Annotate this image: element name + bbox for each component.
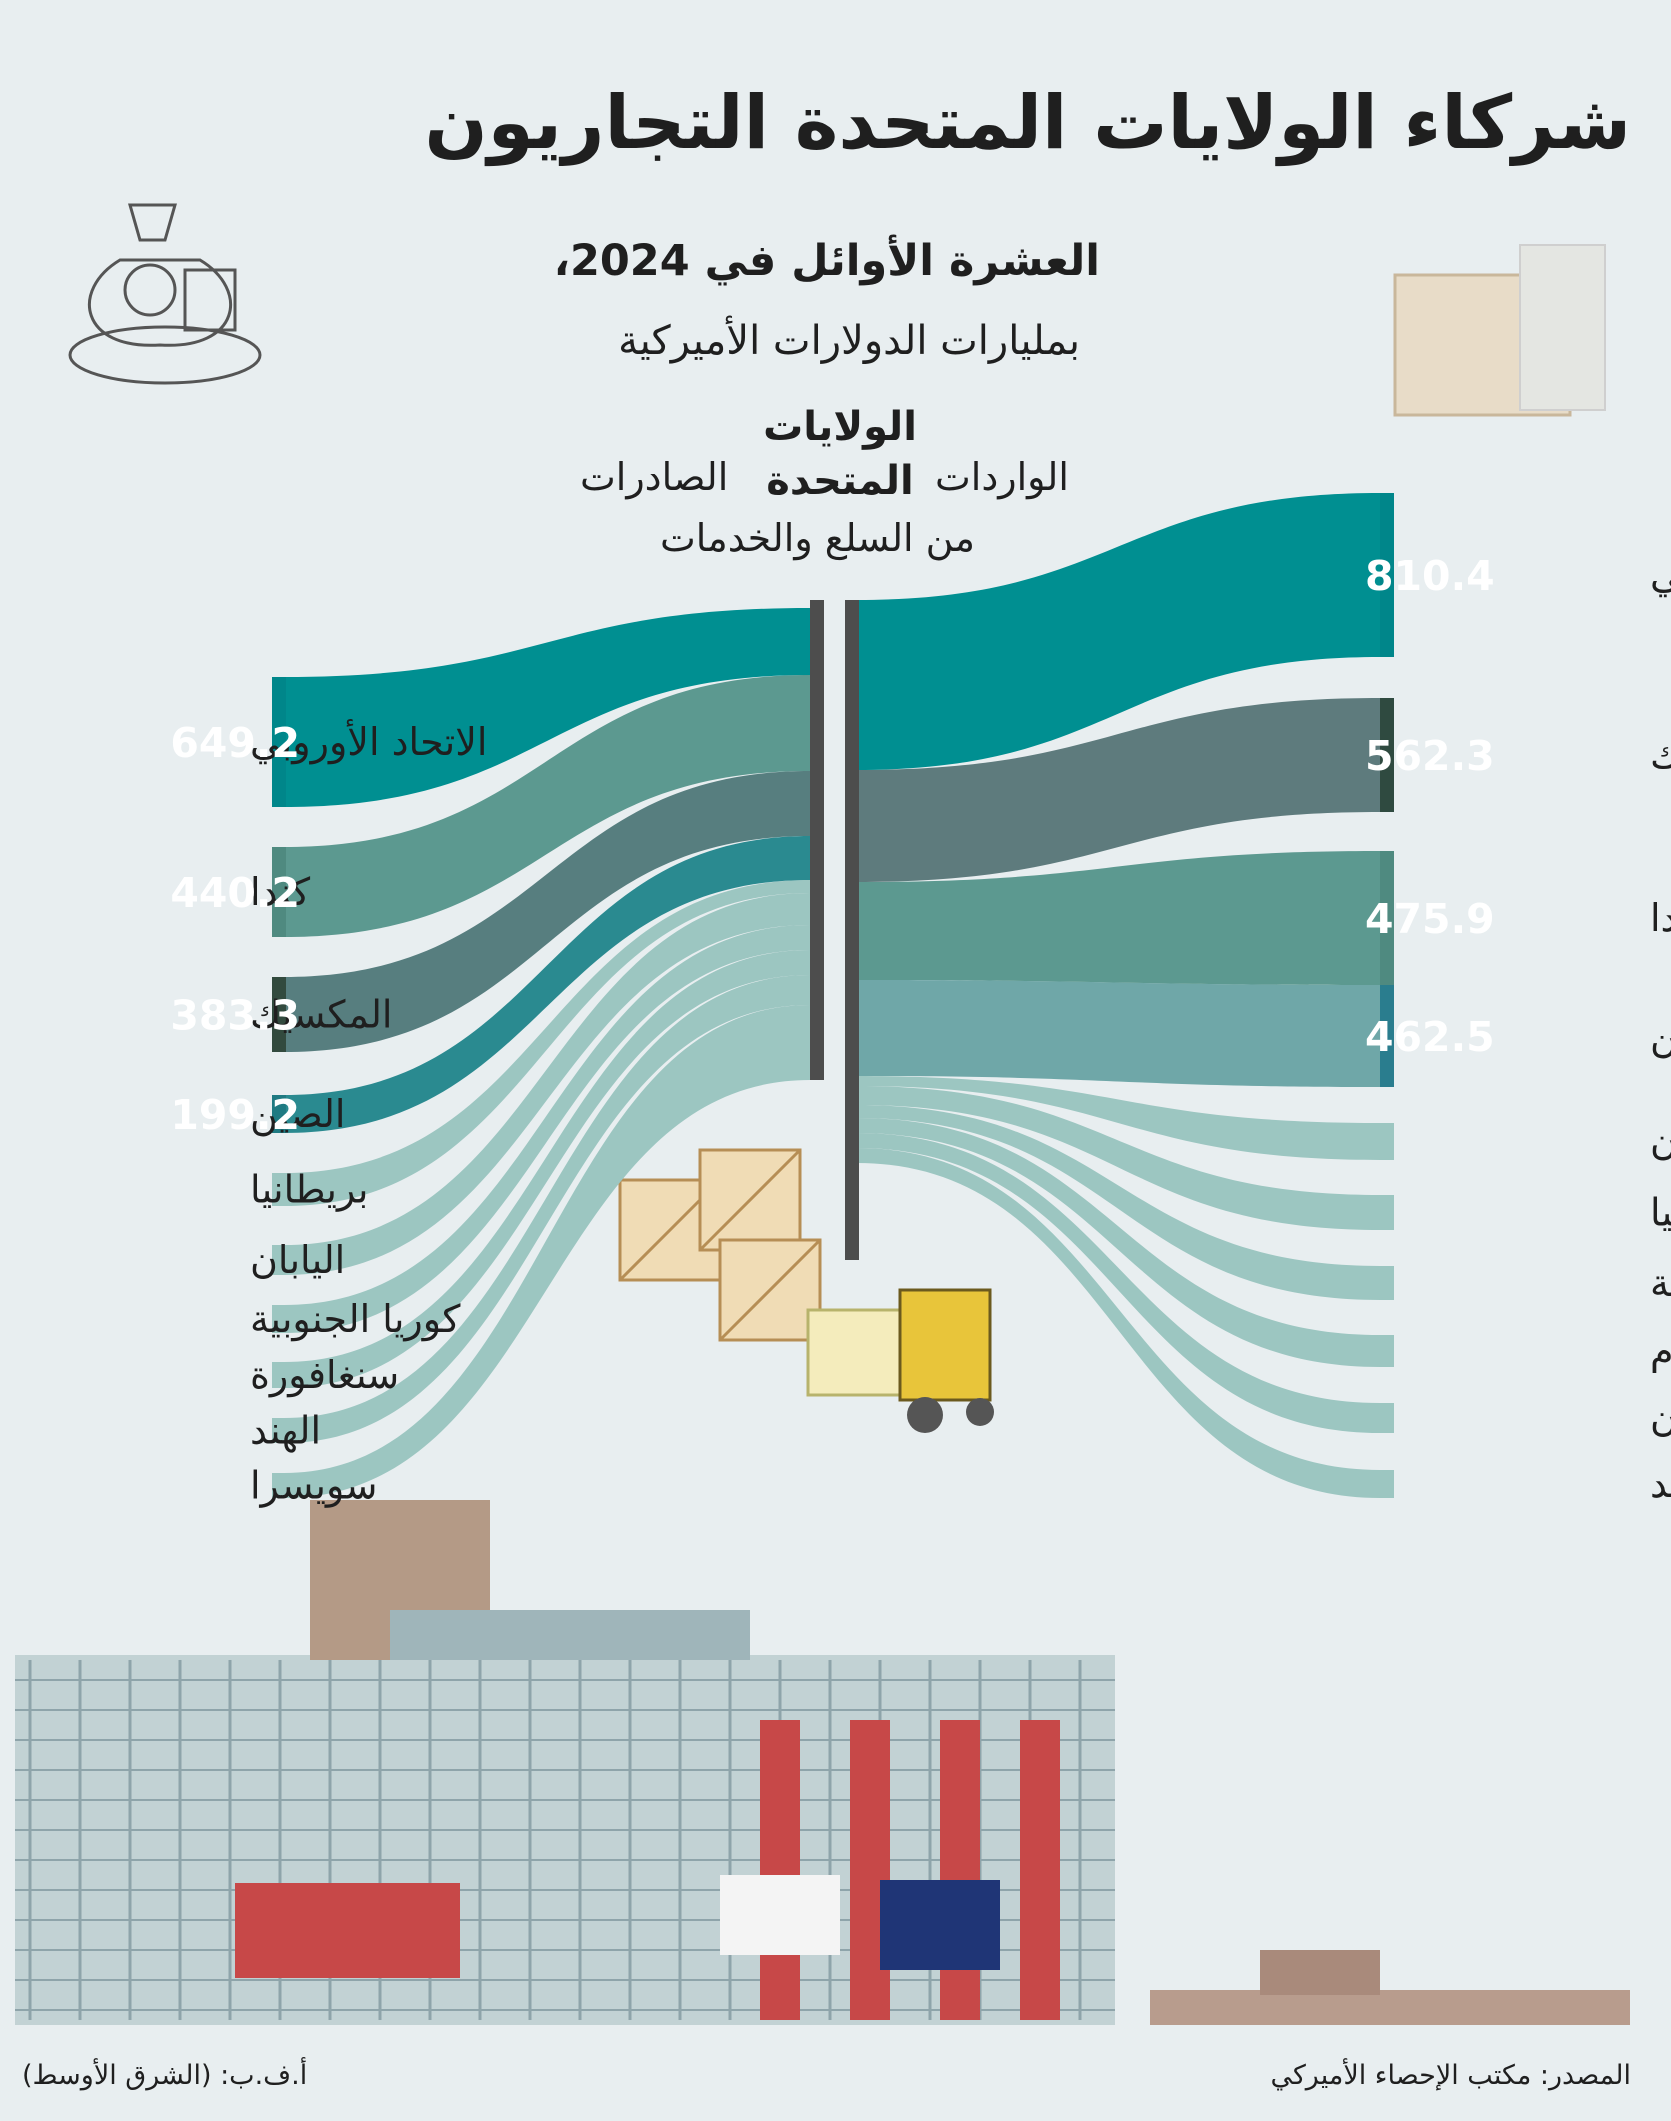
imports-divider: [845, 600, 859, 1260]
credit-note: أ.ف.ب: (الشرق الأوسط): [22, 2060, 308, 2091]
export-flow-2: [284, 771, 810, 1052]
export-end-bar-0: [272, 677, 286, 807]
export-end-bar-4: [272, 1173, 286, 1206]
export-country-label: سويسرا: [250, 1464, 377, 1509]
roof-illustration: [390, 1610, 750, 1660]
export-flow-6: [284, 925, 810, 1333]
chart-unit-subtitle: بمليارات الدولارات الأميركية: [618, 318, 1080, 364]
export-end-bar-7: [272, 1362, 286, 1388]
export-end-bar-6: [272, 1305, 286, 1333]
welcome-banner: [235, 1883, 460, 1978]
crate-icon: [1393, 244, 1606, 417]
import-country-label: المكسيك: [1650, 733, 1671, 777]
export-country-label: الاتحاد الأوروبي: [250, 718, 487, 765]
exports-divider: [810, 600, 824, 1080]
source-note: المصدر: مكتب الإحصاء الأميركي: [1270, 2060, 1631, 2091]
import-flow-3: [857, 980, 1380, 1087]
goods-services-header: من السلع والخدمات: [660, 516, 975, 560]
vertical-banner: [760, 1720, 800, 2020]
export-end-bar-9: [272, 1473, 286, 1498]
export-value-label: 649.2: [170, 719, 300, 767]
imports-flows: [857, 493, 1380, 1498]
export-country-label: كوريا الجنوبية: [250, 1297, 461, 1342]
export-flow-9: [284, 1005, 810, 1498]
import-end-bar-0: [1380, 493, 1394, 657]
import-flow-5: [857, 1086, 1380, 1230]
export-flow-7: [284, 950, 810, 1388]
exports-flows: [284, 608, 810, 1498]
vertical-banner: [940, 1720, 980, 2020]
export-flow-4: [284, 880, 810, 1206]
import-country-label: اليابان: [1650, 1120, 1671, 1164]
import-end-bar-9: [1380, 1470, 1394, 1498]
stacked-crates-icon: [618, 1148, 822, 1342]
import-country-label: كوريا الجنوبية: [1650, 1261, 1671, 1306]
united-states-label-line2: المتحدة: [766, 458, 914, 504]
import-flow-7: [857, 1118, 1380, 1367]
import-end-bar-8: [1380, 1403, 1394, 1433]
import-flow-4: [857, 1076, 1380, 1160]
chart-subtitle: العشرة الأوائل في 2024،: [553, 236, 1100, 286]
vertical-banner: [850, 1720, 890, 2020]
import-end-bar-5: [1380, 1195, 1394, 1230]
import-value-label: 475.9: [1365, 895, 1495, 943]
export-value-label: 199.2: [170, 1091, 300, 1139]
state-flag-icon: [880, 1880, 1000, 1970]
export-end-bar-1: [272, 847, 286, 937]
export-country-label: المكسيك: [250, 993, 392, 1037]
import-value-label: 810.4: [1365, 552, 1495, 600]
export-country-label: سنغافورة: [250, 1353, 399, 1398]
export-end-bar-8: [272, 1418, 286, 1443]
import-end-bar-6: [1380, 1266, 1394, 1300]
export-end-bar-2: [272, 977, 286, 1052]
vertical-banner: [1020, 1720, 1060, 2020]
page-title: شركاء الولايات المتحدة التجاريون: [424, 80, 1632, 166]
united-states-label-line1: الولايات: [763, 404, 917, 450]
import-flow-6: [857, 1105, 1380, 1300]
import-value-label: 462.5: [1365, 1013, 1495, 1061]
import-end-bar-7: [1380, 1335, 1394, 1367]
export-flow-5: [284, 893, 810, 1275]
us-flag-icon: [720, 1875, 840, 1955]
export-value-label: 383.3: [170, 992, 300, 1040]
import-flow-1: [857, 698, 1380, 882]
import-country-label: بريطانيا: [1650, 1191, 1671, 1236]
import-end-bar-3: [1380, 985, 1394, 1087]
import-end-bar-1: [1380, 698, 1394, 812]
forklift-icon: [806, 1288, 994, 1433]
export-end-bar-5: [272, 1245, 286, 1275]
export-flow-8: [284, 975, 810, 1443]
export-country-label: بريطانيا: [250, 1168, 369, 1213]
united-states-label: الولايات المتحدة: [720, 400, 960, 508]
export-end-bar-3: [272, 1095, 286, 1133]
imports-header: الواردات: [935, 455, 1069, 499]
import-end-bar-4: [1380, 1123, 1394, 1160]
import-flow-9: [857, 1148, 1380, 1498]
distant-building: [1150, 1990, 1630, 2025]
distant-tower: [1260, 1950, 1380, 1995]
export-flow-0: [284, 608, 810, 807]
import-country-label: الهند: [1650, 1462, 1671, 1507]
export-flow-1: [284, 675, 810, 937]
import-country-label: الاتحاد الأوروبي: [1650, 551, 1671, 598]
export-country-label: كندا: [250, 870, 311, 914]
import-flow-0: [857, 493, 1380, 770]
export-flow-3: [284, 836, 810, 1133]
import-country-label: كندا: [1650, 896, 1671, 940]
import-flow-8: [857, 1133, 1380, 1433]
export-country-label: اليابان: [250, 1238, 345, 1282]
money-bag-icon: [68, 203, 262, 385]
import-end-bar-2: [1380, 851, 1394, 985]
exports-header: الصادرات: [580, 455, 729, 499]
import-flow-2: [857, 851, 1380, 985]
import-country-label: الصين: [1650, 1014, 1671, 1059]
import-value-label: 562.3: [1365, 732, 1495, 780]
export-country-label: الصين: [250, 1092, 345, 1137]
export-country-label: الهند: [250, 1409, 321, 1454]
import-country-label: فيتنام: [1650, 1329, 1671, 1373]
import-country-label: تايوان: [1650, 1396, 1671, 1441]
export-value-label: 440.2: [170, 869, 300, 917]
